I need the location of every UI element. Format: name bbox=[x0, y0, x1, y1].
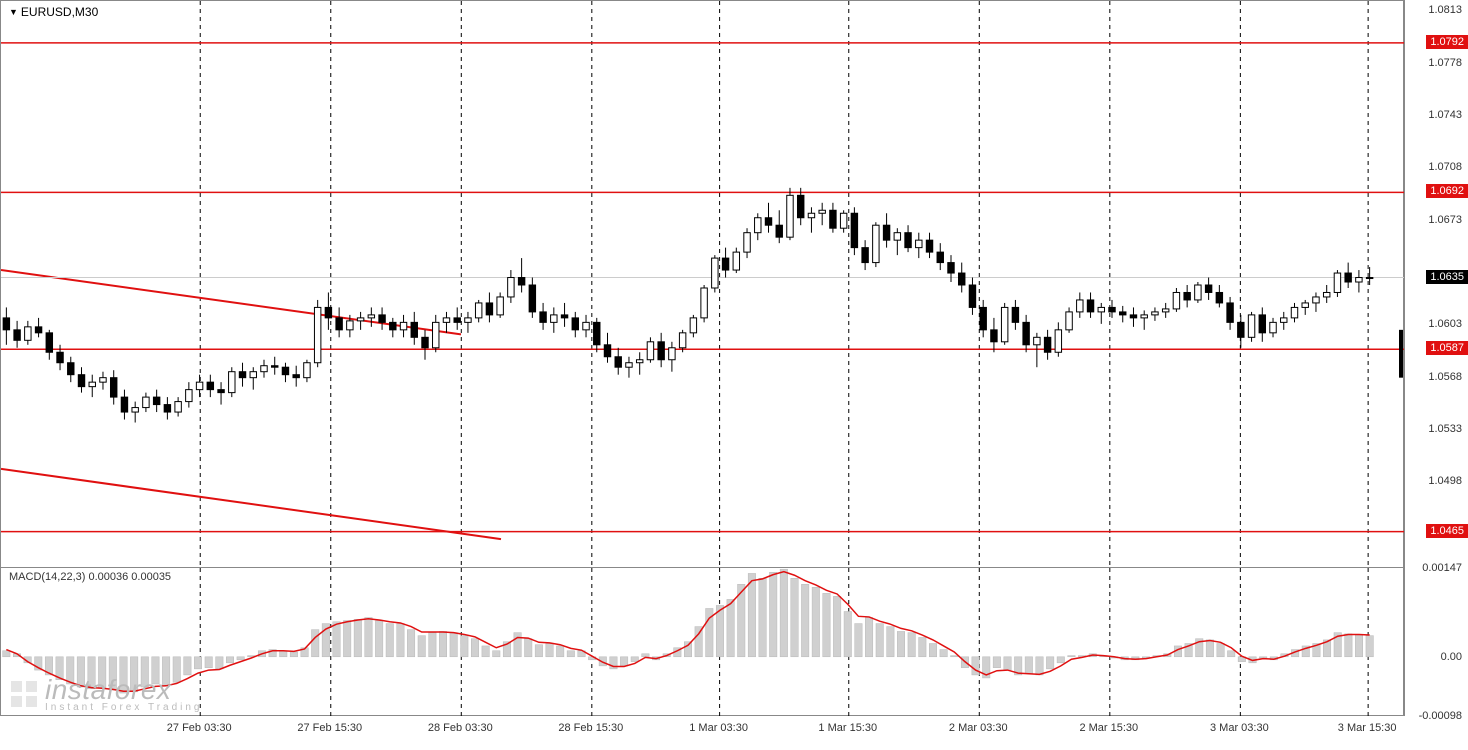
time-tick-label: 28 Feb 03:30 bbox=[428, 722, 493, 734]
price-tick-label: 1.0813 bbox=[1428, 4, 1462, 16]
time-tick-label: 27 Feb 03:30 bbox=[167, 722, 232, 734]
level-price-label: 1.0465 bbox=[1426, 524, 1468, 538]
time-tick-label: 2 Mar 15:30 bbox=[1079, 722, 1138, 734]
watermark: instaforex Instant Forex Trading bbox=[9, 674, 203, 713]
time-tick-label: 3 Mar 03:30 bbox=[1210, 722, 1269, 734]
price-tick-label: 1.0673 bbox=[1428, 214, 1462, 226]
time-tick-label: 1 Mar 03:30 bbox=[689, 722, 748, 734]
watermark-subtitle: Instant Forex Trading bbox=[45, 702, 203, 713]
level-price-label: 1.0587 bbox=[1426, 341, 1468, 355]
price-tick-label: 1.0603 bbox=[1428, 318, 1462, 330]
price-tick-label: 1.0533 bbox=[1428, 423, 1462, 435]
macd-panel[interactable]: MACD(14,22,3) 0.00036 0.00035 instaforex… bbox=[0, 568, 1404, 716]
price-panel[interactable]: ▼ EURUSD,M30 bbox=[0, 0, 1404, 568]
level-price-label: 1.0792 bbox=[1426, 35, 1468, 49]
level-price-label: 1.0692 bbox=[1426, 184, 1468, 198]
price-tick-label: 1.0498 bbox=[1428, 475, 1462, 487]
time-tick-label: 3 Mar 15:30 bbox=[1338, 722, 1397, 734]
symbol-text: EURUSD,M30 bbox=[21, 5, 98, 19]
watermark-brand: instaforex bbox=[45, 674, 171, 705]
price-chart-svg bbox=[1, 1, 1405, 569]
macd-tick-label: 0.00147 bbox=[1422, 562, 1462, 574]
macd-chart-svg bbox=[1, 568, 1405, 716]
price-tick-label: 1.0743 bbox=[1428, 109, 1462, 121]
time-tick-label: 27 Feb 15:30 bbox=[297, 722, 362, 734]
macd-tick-label: 0.00 bbox=[1441, 651, 1462, 663]
price-tick-label: 1.0708 bbox=[1428, 161, 1462, 173]
price-tick-label: 1.0568 bbox=[1428, 371, 1462, 383]
time-tick-label: 2 Mar 03:30 bbox=[949, 722, 1008, 734]
macd-label: MACD(14,22,3) 0.00036 0.00035 bbox=[9, 571, 171, 583]
macd-tick-label: -0.00098 bbox=[1419, 710, 1462, 722]
instaforex-logo-icon bbox=[9, 679, 39, 709]
price-y-axis: 1.0498 1.0533 1.0568 1.0603 1.0635 1.0673 1.07… bbox=[1404, 0, 1468, 568]
current-price-label: 1.0635 bbox=[1426, 270, 1468, 284]
dropdown-arrow-icon: ▼ bbox=[9, 7, 18, 17]
time-x-axis: 27 Feb 03:30 27 Feb 15:30 28 Feb 03:30 28 F… bbox=[0, 716, 1404, 750]
macd-y-axis: 0.001470.00-0.00098 bbox=[1404, 568, 1468, 716]
time-tick-label: 28 Feb 15:30 bbox=[558, 722, 623, 734]
time-tick-label: 1 Mar 15:30 bbox=[818, 722, 877, 734]
price-tick-label: 1.0778 bbox=[1428, 57, 1462, 69]
symbol-title: ▼ EURUSD,M30 bbox=[9, 5, 98, 19]
chart-container: ▼ EURUSD,M30 MACD(14,22,3) 0.00036 0.000… bbox=[0, 0, 1468, 750]
